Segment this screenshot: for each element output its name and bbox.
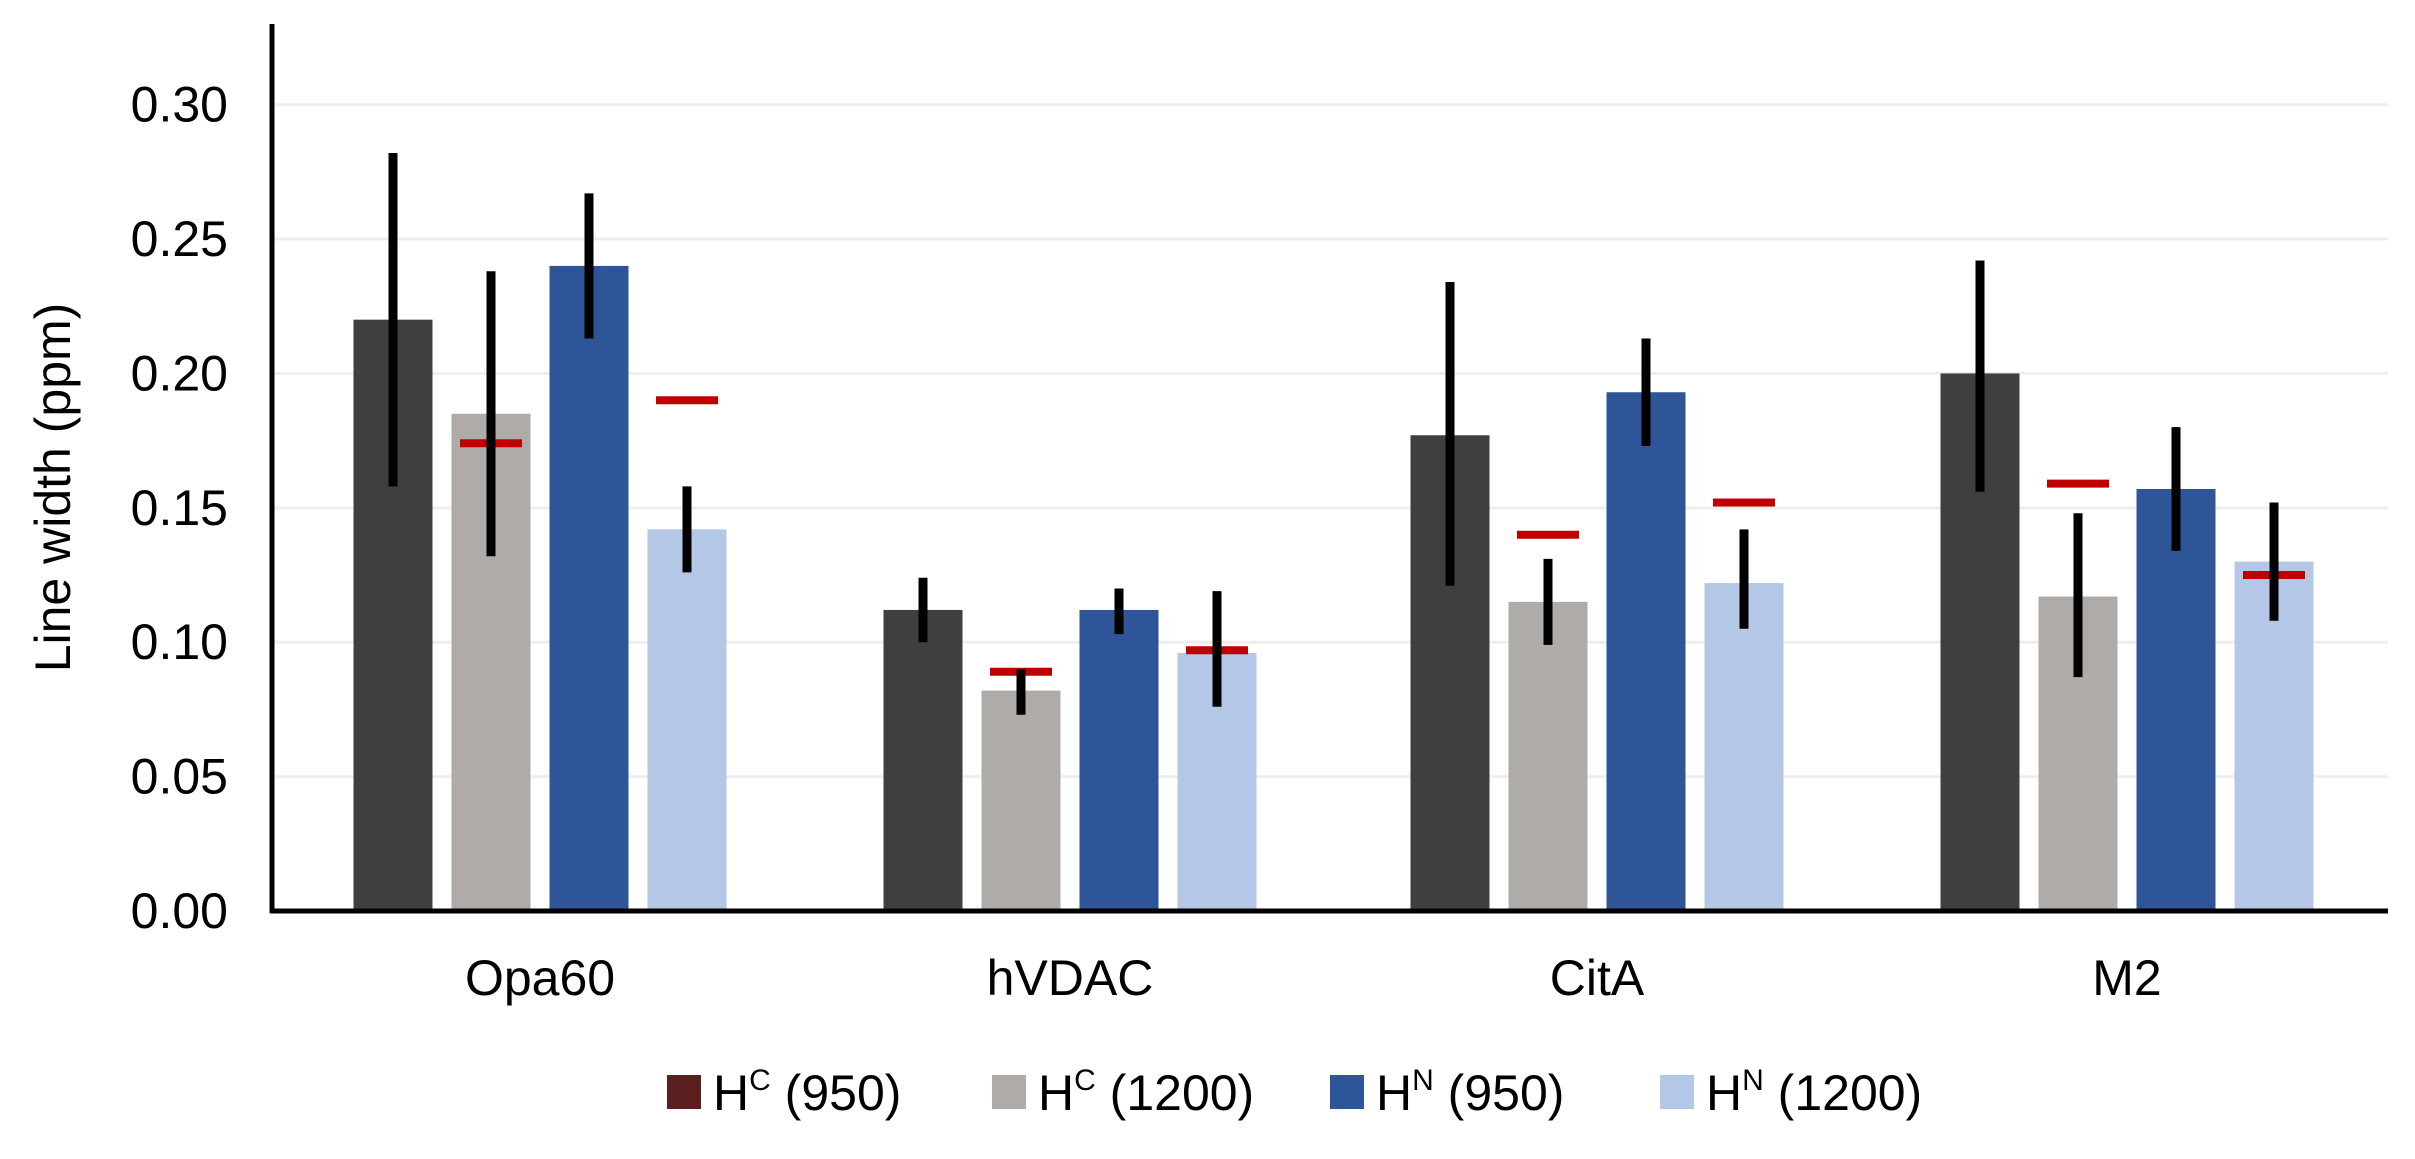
legend-label: HC (950) [713,1064,901,1121]
axes [269,24,2388,914]
y-tick-labels: 0.00 0.05 0.10 0.15 0.20 0.25 0.30 [131,77,228,939]
y-tick-label: 0.15 [131,480,228,536]
y-tick-label: 0.00 [131,883,228,939]
legend-label: HN (1200) [1706,1064,1922,1121]
bars [353,265,2314,912]
y-tick-label: 0.20 [131,345,228,401]
error-bars [388,153,2279,715]
bar [2136,489,2216,911]
x-tick-labels: Opa60 hVDAC CitA M2 [465,950,2162,1006]
bar [1704,583,1784,911]
y-axis-title: Line width (ppm) [25,303,81,673]
legend-label: HC (1200) [1038,1064,1254,1121]
x-tick-label: hVDAC [987,950,1154,1006]
bar [1079,609,1159,911]
y-tick-label: 0.05 [131,749,228,805]
bar [883,609,963,911]
legend-swatch [1660,1075,1694,1109]
reference-markers [460,396,2305,676]
bar [1508,601,1588,911]
legend: HC (950) HC (1200) HN (950) HN (1200) [667,1064,1922,1121]
x-tick-label: Opa60 [465,950,615,1006]
legend-swatch [1330,1075,1364,1109]
legend-label: HN (950) [1376,1064,1564,1121]
y-tick-label: 0.30 [131,77,228,133]
y-tick-label: 0.10 [131,614,228,670]
bar [981,690,1061,911]
y-tick-label: 0.25 [131,211,228,267]
bar [647,529,727,911]
legend-swatch [992,1075,1026,1109]
x-tick-label: M2 [2092,950,2161,1006]
bar [549,265,629,912]
bar [1606,392,1686,911]
legend-swatch [667,1075,701,1109]
x-tick-label: CitA [1550,950,1645,1006]
